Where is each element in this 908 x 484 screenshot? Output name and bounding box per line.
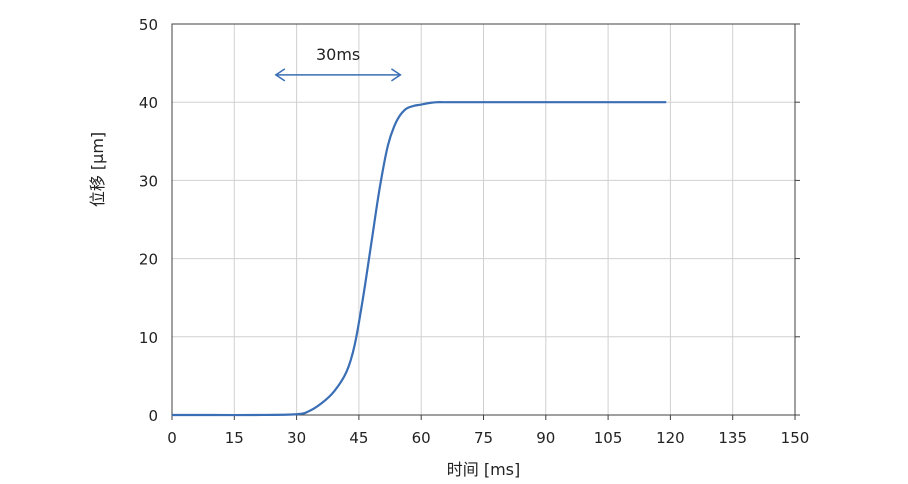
x-tick-label: 45 [349, 429, 368, 447]
annotation-layer: 30ms [274, 45, 402, 82]
series-line [172, 101, 667, 417]
x-tick-label: 120 [656, 429, 685, 447]
x-tick-label: 15 [225, 429, 244, 447]
x-tick-label: 30 [287, 429, 306, 447]
series-layer [172, 101, 667, 417]
y-tick-label: 20 [139, 251, 158, 269]
y-tick-label: 40 [139, 94, 158, 112]
x-tick-label: 135 [718, 429, 747, 447]
x-tick-label: 90 [536, 429, 555, 447]
annotation-arrowhead-right [391, 68, 402, 82]
x-tick-label: 150 [781, 429, 810, 447]
x-tick-label: 105 [594, 429, 623, 447]
x-tick-label: 60 [412, 429, 431, 447]
y-tick-label: 10 [139, 329, 158, 347]
x-tick-label: 0 [167, 429, 177, 447]
y-tick-label: 50 [139, 16, 158, 34]
y-axis-title: 位移 [μm] [88, 132, 107, 207]
y-tick-label: 30 [139, 172, 158, 190]
grid-layer [172, 24, 795, 415]
annotation-arrowhead-left [274, 68, 286, 82]
x-tick-label: 75 [474, 429, 493, 447]
ticks-layer: 0 15 30 45 60 75 90 105 120 135 150 0 10 20 30 40 50 [139, 16, 809, 447]
y-tick-label: 0 [148, 407, 158, 425]
annotation-label: 30ms [316, 45, 360, 64]
x-axis-title: 时间 [ms] [447, 460, 521, 479]
